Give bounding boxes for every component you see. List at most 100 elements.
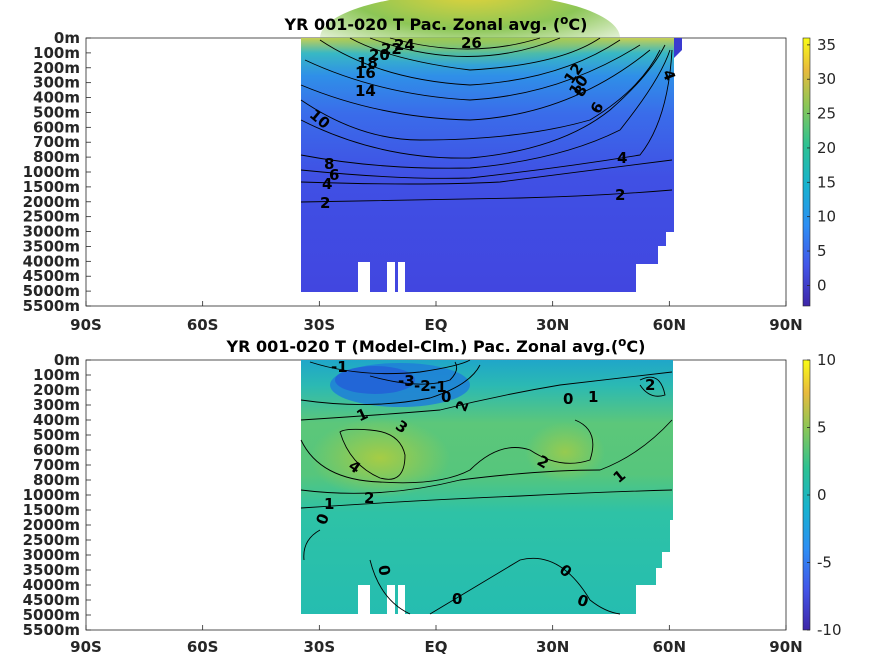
colorbar-tick-label: 20: [817, 139, 836, 157]
colorbar-tick-label: 10: [817, 208, 836, 226]
x-tick-label: 90N: [769, 316, 802, 334]
panel-1: 26 24 22 20 18 16 14 12 10 10 8 8 6 6 4 …: [23, 0, 836, 334]
y-tick-label: 800m: [33, 471, 80, 489]
contour-label: 0: [441, 388, 451, 406]
y-tick-label: 4000m: [23, 576, 80, 594]
contour-label: 26: [461, 34, 482, 52]
y-tick-label: 800m: [33, 148, 80, 166]
contour-label: 2: [645, 376, 655, 394]
contour-label: 22: [381, 40, 402, 58]
colorbar-tick-label: 15: [817, 173, 836, 191]
y-tick-label: 700m: [33, 456, 80, 474]
y-tick-label: 600m: [33, 118, 80, 136]
y-tick-label: 4500m: [23, 267, 80, 285]
y-tick-label: 500m: [33, 103, 80, 121]
y-tick-label: 3000m: [23, 223, 80, 241]
x-tick-label: 30N: [536, 638, 569, 656]
y-tick-label: 1000m: [23, 163, 80, 181]
colorbar-tick-label: 0: [817, 486, 827, 504]
contour-label: 24: [394, 36, 415, 54]
x-tick-label: 60N: [653, 316, 686, 334]
y-tick-label: 0m: [54, 351, 80, 369]
colorbar-tick-label: -10: [817, 621, 842, 639]
contour-label: 2: [364, 489, 374, 507]
colorbar-tick-label: 10: [817, 351, 836, 369]
y-tick-label: 1000m: [23, 486, 80, 504]
chart-title-2: YR 001-020 T (Model-Clm.) Pac. Zonal avg…: [226, 335, 646, 356]
y-tick-label: 1500m: [23, 178, 80, 196]
x-axis-1: 90S 60S 30S EQ 30N 60N 90N: [70, 301, 803, 334]
y-tick-label: 400m: [33, 89, 80, 107]
x-tick-label: EQ: [425, 638, 448, 656]
contour-label: 0: [563, 390, 573, 408]
y-tick-label: 5000m: [23, 282, 80, 300]
colorbar-tick-label: 25: [817, 105, 836, 123]
contour-label: -3: [398, 372, 415, 390]
y-tick-label: 600m: [33, 441, 80, 459]
contour-label: -1: [331, 358, 348, 376]
contour-label: -2: [414, 377, 431, 395]
y-tick-label: 3500m: [23, 561, 80, 579]
colorbar-tick-label: 35: [817, 36, 836, 54]
y-tick-label: 2000m: [23, 516, 80, 534]
x-tick-label: 60S: [187, 316, 219, 334]
x-tick-label: 90S: [70, 316, 102, 334]
x-axis-2: 90S 60S 30S EQ 30N 60N 90N: [70, 625, 803, 656]
contour-label: 4: [617, 149, 627, 167]
x-tick-label: 60S: [187, 638, 219, 656]
y-tick-label: 5500m: [23, 621, 80, 639]
field-2: [301, 360, 678, 616]
y-tick-label: 2500m: [23, 208, 80, 226]
y-tick-label: 200m: [33, 381, 80, 399]
x-tick-label: 60N: [653, 638, 686, 656]
y-axis-1: 0m100m200m300m400m500m600m700m800m1000m1…: [23, 29, 91, 315]
contour-label: 16: [355, 64, 376, 82]
y-tick-label: 100m: [33, 366, 80, 384]
y-tick-label: 3500m: [23, 237, 80, 255]
y-tick-label: 200m: [33, 59, 80, 77]
panel-2: -1 -3 -2 -1 0 1 2 0 1 2 3 4 2 1 1 2 0 0 …: [23, 335, 842, 656]
colorbar-tick-label: -5: [817, 554, 832, 572]
chart-title-1: YR 001-020 T Pac. Zonal avg. (oC): [284, 13, 588, 34]
y-tick-label: 3000m: [23, 546, 80, 564]
x-tick-label: 30S: [303, 638, 335, 656]
y-tick-label: 300m: [33, 396, 80, 414]
y-tick-label: 500m: [33, 426, 80, 444]
y-tick-label: 1500m: [23, 501, 80, 519]
colorbar-tick-label: 30: [817, 70, 836, 88]
y-tick-label: 300m: [33, 74, 80, 92]
colorbar-tick-label: 5: [817, 242, 827, 260]
colorbar-2: 10 5 0 -5 -10: [802, 351, 842, 639]
y-tick-label: 400m: [33, 411, 80, 429]
contour-label: 18: [357, 54, 378, 72]
field-1: [301, 0, 682, 294]
x-tick-label: 30N: [536, 316, 569, 334]
contour-label: 2: [320, 194, 330, 212]
contour-label: 0: [374, 564, 394, 577]
x-tick-label: 90S: [70, 638, 102, 656]
x-tick-label: EQ: [425, 316, 448, 334]
colorbar-tick-label: 5: [817, 419, 827, 437]
colorbar-1: 35 30 25 20 15 10 5 0: [802, 36, 836, 307]
contour-label: 20: [369, 46, 390, 64]
y-tick-label: 0m: [54, 29, 80, 47]
y-tick-label: 2500m: [23, 531, 80, 549]
contour-label: 2: [615, 186, 625, 204]
y-tick-label: 5500m: [23, 297, 80, 315]
y-tick-label: 4500m: [23, 591, 80, 609]
y-tick-label: 2000m: [23, 193, 80, 211]
contour-label: 1: [324, 495, 334, 513]
contours-1: [300, 37, 673, 203]
y-tick-label: 5000m: [23, 606, 80, 624]
x-tick-label: 90N: [769, 638, 802, 656]
contour-label: 0: [452, 590, 462, 608]
contour-label: 14: [355, 82, 376, 100]
y-tick-label: 100m: [33, 44, 80, 62]
x-tick-label: 30S: [303, 316, 335, 334]
contour-label: 6: [329, 166, 339, 184]
y-tick-label: 4000m: [23, 252, 80, 270]
contour-label: -1: [430, 378, 447, 396]
contours-2: [300, 359, 673, 615]
y-axis-2: 0m100m200m300m400m500m600m700m800m1000m1…: [23, 351, 91, 639]
